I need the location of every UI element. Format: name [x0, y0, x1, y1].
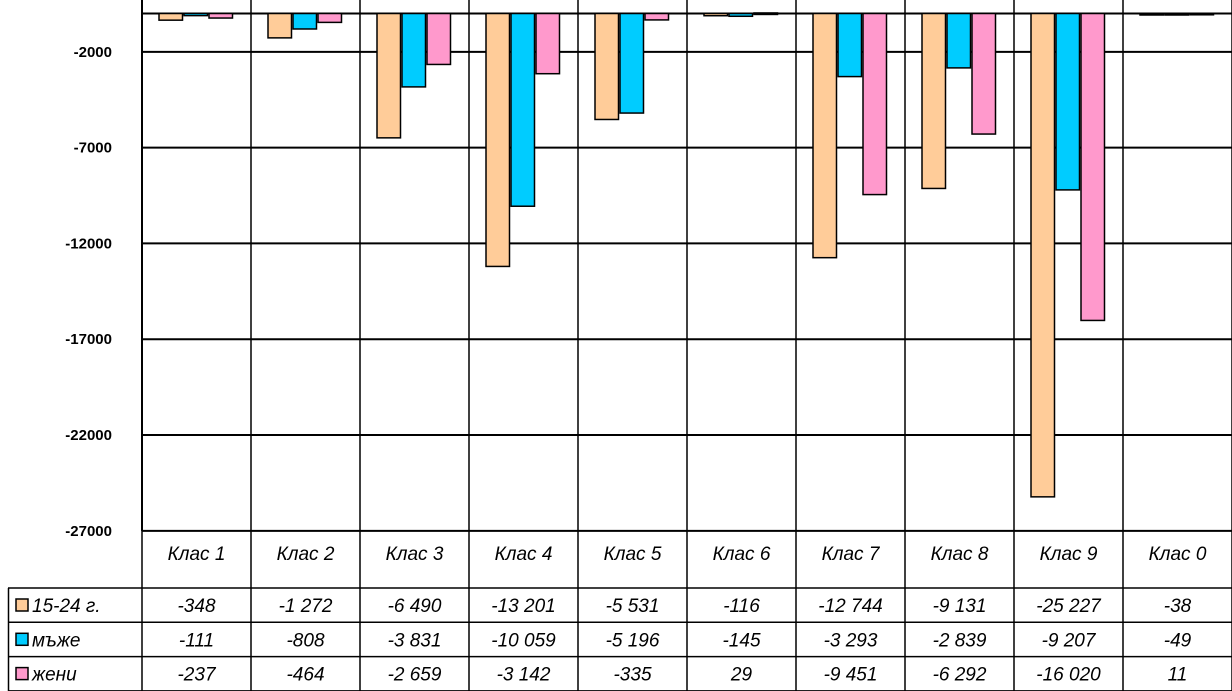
table-cell-value: -12 744 — [818, 596, 882, 617]
table-cell-value: 29 — [730, 665, 753, 686]
table-cell-value: -116 — [723, 596, 760, 617]
category-label: Клас 9 — [1040, 544, 1098, 565]
table-cell-value: -3 142 — [497, 665, 551, 686]
bar — [644, 12, 670, 21]
bar — [317, 12, 343, 24]
category-label: Клас 1 — [168, 544, 226, 565]
category-label: Клас 8 — [931, 544, 989, 565]
bar — [510, 12, 536, 207]
bar — [837, 12, 863, 78]
table-cell-value: -25 227 — [1036, 596, 1102, 617]
y-tick-label: -7000 — [74, 140, 112, 157]
bar — [619, 12, 645, 114]
bar — [183, 12, 209, 17]
legend-swatch — [15, 632, 29, 647]
table-cell-value: -49 — [1164, 630, 1192, 651]
bar — [426, 12, 452, 66]
bar — [1030, 12, 1056, 498]
category-label: Клас 6 — [713, 544, 771, 565]
bar — [1055, 12, 1081, 191]
category-label: Клас 2 — [277, 544, 335, 565]
bar — [485, 12, 511, 268]
bar — [158, 12, 184, 21]
legend-label: жени — [31, 665, 77, 686]
y-tick-label: -22000 — [65, 427, 112, 444]
table-cell-value: -3 293 — [824, 630, 878, 651]
table-cell-value: -9 207 — [1042, 630, 1097, 651]
category-label: Клас 7 — [822, 544, 881, 565]
bar — [267, 12, 293, 39]
table-cell-value: -348 — [177, 596, 215, 617]
bar — [376, 12, 402, 139]
bar — [1080, 12, 1106, 322]
legend-label: 15-24 г. — [32, 596, 101, 617]
bar — [1189, 12, 1215, 16]
table-cell-value: -237 — [177, 665, 216, 686]
bar — [535, 12, 561, 75]
table-cell-value: -9 451 — [824, 665, 878, 686]
bar — [292, 12, 318, 30]
table-cell-value: 11 — [1168, 665, 1188, 686]
bar — [1139, 12, 1165, 16]
category-label: Клас 3 — [386, 544, 444, 565]
y-tick-label: -2000 — [74, 44, 112, 61]
table-cell-value: -2 839 — [933, 630, 987, 651]
table-cell-value: -1 272 — [279, 596, 333, 617]
table-cell-value: -5 196 — [606, 630, 660, 651]
category-label: Клас 5 — [604, 544, 662, 565]
table-cell-value: -16 020 — [1036, 665, 1101, 686]
bar — [594, 12, 620, 121]
bar — [208, 12, 234, 19]
table-cell-value: -6 490 — [388, 596, 442, 617]
bar — [921, 12, 947, 190]
bar — [971, 12, 997, 135]
bar — [401, 12, 427, 88]
table-cell-value: -5 531 — [606, 596, 660, 617]
bar — [753, 12, 779, 16]
y-tick-label: -12000 — [65, 235, 112, 252]
bar — [1164, 12, 1190, 16]
category-label: Клас 0 — [1149, 544, 1207, 565]
category-label: Клас 4 — [495, 544, 553, 565]
table-cell-value: -38 — [1164, 596, 1192, 617]
y-tick-label: -17000 — [65, 331, 112, 348]
table-cell-value: -145 — [722, 630, 760, 651]
legend-swatch — [15, 598, 29, 612]
y-tick-label: -27000 — [65, 523, 112, 540]
table-cell-value: -9 131 — [933, 596, 987, 617]
bar — [946, 12, 972, 69]
bar — [862, 12, 888, 196]
bar — [728, 12, 754, 18]
bar — [812, 12, 838, 259]
table-cell-value: -464 — [286, 665, 324, 686]
table-cell-value: -335 — [613, 665, 651, 686]
table-cell-value: -10 059 — [491, 630, 556, 651]
bar — [703, 12, 729, 17]
table-cell-value: -111 — [179, 630, 214, 651]
legend-swatch — [15, 666, 29, 681]
table-cell-value: -13 201 — [491, 596, 555, 617]
table-cell-value: -2 659 — [388, 665, 442, 686]
table-cell-value: -808 — [286, 630, 324, 651]
table-cell-value: -3 831 — [388, 630, 442, 651]
table-cell-value: -6 292 — [933, 665, 987, 686]
legend-label: мъже — [32, 630, 80, 651]
